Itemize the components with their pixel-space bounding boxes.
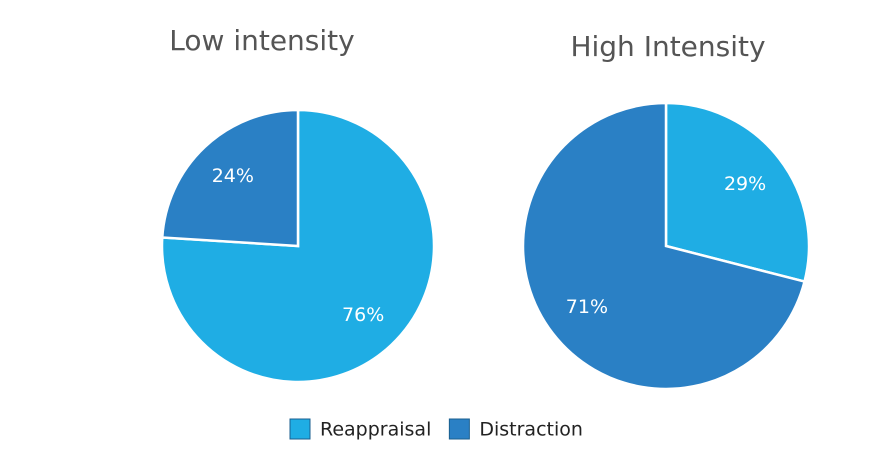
legend-swatch: [289, 418, 311, 440]
pie-slice: [160, 108, 300, 248]
legend-swatch: [448, 418, 470, 440]
pie-slice: [664, 101, 811, 284]
chart-title: Low intensity: [169, 24, 354, 57]
legend-label: Distraction: [479, 419, 583, 441]
legend-label: Reappraisal: [320, 419, 431, 441]
pie-slice: [521, 101, 807, 391]
value-label: 76%: [342, 304, 384, 326]
value-label: 71%: [566, 296, 608, 318]
value-label: 29%: [724, 173, 766, 195]
value-label: 24%: [212, 165, 254, 187]
chart-title: High Intensity: [570, 30, 765, 63]
